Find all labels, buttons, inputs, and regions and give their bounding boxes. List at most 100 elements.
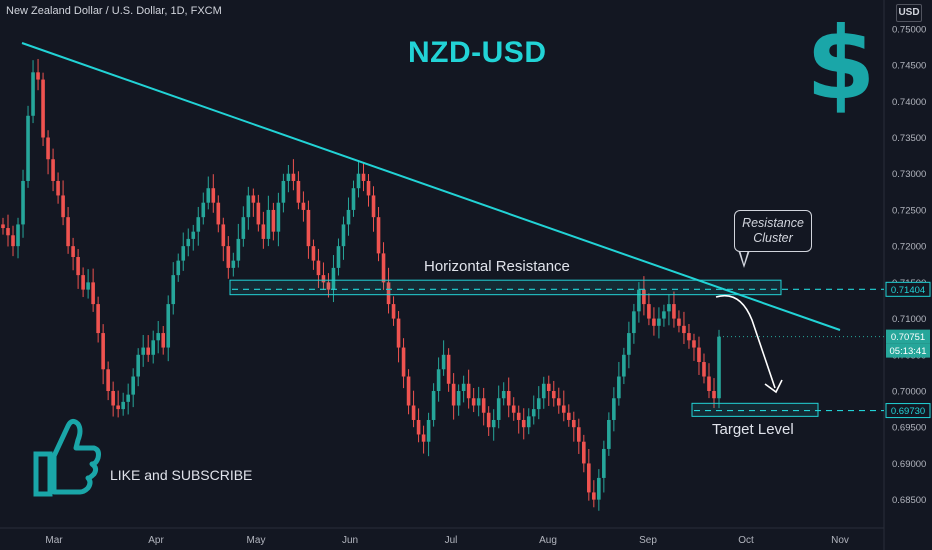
candle-body — [1, 224, 5, 229]
x-tick-label: Aug — [539, 535, 557, 546]
candle-body — [612, 398, 616, 420]
target-zone — [691, 402, 819, 417]
candle-body — [531, 409, 536, 417]
candle-body — [592, 492, 596, 500]
candle-body — [266, 209, 271, 239]
candle-body — [26, 115, 30, 181]
x-tick-label: Oct — [738, 535, 754, 546]
candle-body — [86, 282, 90, 290]
candle-body — [261, 224, 266, 239]
candle-body — [331, 267, 336, 290]
candle-body — [371, 195, 376, 218]
candle-body — [717, 336, 721, 399]
candle-body — [51, 159, 55, 181]
candle-body — [526, 416, 531, 428]
candle-body — [597, 477, 601, 500]
candle-body — [286, 173, 291, 181]
candle-body — [181, 246, 186, 261]
candle-body — [201, 202, 206, 218]
candle-body — [637, 289, 641, 312]
candle-body — [602, 448, 606, 478]
x-tick-label: May — [247, 535, 266, 546]
candle-body — [41, 79, 45, 138]
candle-body — [516, 412, 521, 420]
candle-body — [326, 282, 331, 290]
candle-body — [667, 304, 671, 312]
candle-body — [211, 188, 216, 203]
candle-body — [416, 419, 421, 435]
candle-body — [61, 195, 65, 218]
countdown-label: 05:13:41 — [890, 346, 927, 357]
target-level-label: Target Level — [712, 421, 794, 438]
candle-body — [146, 347, 151, 355]
candle-body — [36, 72, 40, 80]
candle-body — [296, 180, 301, 203]
candle-body — [401, 347, 406, 377]
candle-body — [271, 209, 276, 232]
candle-body — [541, 383, 546, 399]
y-tick-label: 0.72500 — [892, 205, 926, 216]
candle-body — [622, 354, 626, 377]
candle-body — [246, 195, 251, 218]
candle-body — [206, 188, 211, 203]
candle-body — [461, 383, 466, 392]
candle-body — [556, 398, 561, 406]
target-price-label-bg — [885, 403, 931, 419]
candle-body — [276, 202, 281, 232]
candle-body — [627, 333, 631, 355]
candle-body — [191, 231, 196, 239]
y-tick-label: 0.73500 — [892, 133, 926, 144]
y-tick-label: 0.74000 — [892, 97, 926, 108]
candle-body — [466, 383, 471, 399]
y-tick-label: 0.71000 — [892, 314, 926, 325]
currency-button[interactable]: USD — [896, 4, 922, 22]
y-tick-label: 0.74500 — [892, 61, 926, 72]
candle-body — [321, 275, 326, 283]
callout-tail-inner — [740, 250, 748, 264]
candle-body — [702, 362, 706, 377]
candle-body — [141, 347, 145, 355]
candle-body — [582, 441, 586, 464]
candle-body — [16, 224, 20, 247]
candle-body — [546, 383, 551, 392]
candle-body — [587, 463, 591, 493]
candle-body — [151, 340, 156, 355]
price-axis-panel — [884, 0, 932, 550]
target-price-label: 0.69730 — [891, 406, 925, 417]
candle-body — [131, 376, 135, 395]
projection-arrowhead — [764, 379, 783, 394]
candle-body — [351, 188, 356, 210]
candle-body — [281, 180, 286, 203]
candle-body — [251, 195, 256, 203]
resistance-price-label: 0.71404 — [891, 285, 925, 296]
candle-body — [431, 391, 436, 420]
candle-body — [607, 419, 611, 449]
horizontal-resistance-label: Horizontal Resistance — [424, 258, 570, 275]
candle-body — [6, 228, 10, 236]
candle-body — [536, 398, 541, 410]
y-tick-label: 0.70000 — [892, 387, 926, 398]
candle-body — [491, 419, 496, 428]
candle-body — [111, 391, 115, 406]
candle-body — [101, 333, 105, 370]
candle-body — [571, 419, 576, 428]
y-tick-label: 0.75000 — [892, 24, 926, 35]
like-subscribe-text: LIKE and SUBSCRIBE — [110, 467, 253, 483]
candle-body — [236, 238, 241, 261]
candle-body — [346, 209, 351, 225]
candle-body — [126, 394, 130, 402]
x-tick-label: Jun — [342, 535, 358, 546]
candle-body — [106, 369, 110, 392]
candle-body — [121, 401, 125, 410]
candle-body — [677, 318, 681, 326]
candle-body — [221, 224, 226, 247]
candle-body — [116, 405, 120, 410]
candle-body — [21, 180, 25, 225]
y-tick-label: 0.68500 — [892, 495, 926, 506]
candle-body — [411, 405, 416, 420]
callout-line-1: Resistance — [742, 216, 804, 230]
candle-body — [486, 412, 491, 428]
y-tick-label: 0.73000 — [892, 169, 926, 180]
resistance-cluster-callout: Resistance Cluster — [734, 210, 812, 252]
